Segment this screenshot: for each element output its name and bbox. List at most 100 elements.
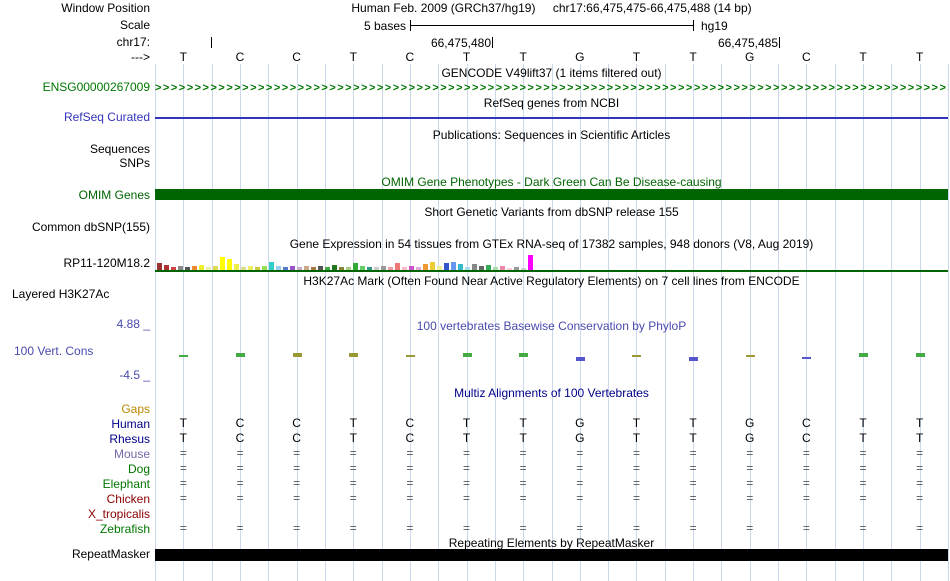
gtex-tissue-bar[interactable] xyxy=(171,267,176,271)
alignment-cell: T xyxy=(859,431,867,445)
conservation-label[interactable]: 100 Vert. Cons xyxy=(14,344,94,358)
gtex-tissue-bar[interactable] xyxy=(227,259,232,271)
gtex-tissue-bar[interactable] xyxy=(339,267,344,271)
gtex-tissue-bar[interactable] xyxy=(185,267,190,271)
gtex-tissue-bar[interactable] xyxy=(409,266,414,271)
gtex-tissue-bar[interactable] xyxy=(220,257,225,271)
h3k27ac-label[interactable]: Layered H3K27Ac xyxy=(12,287,110,301)
species-label[interactable]: Chicken xyxy=(106,491,150,506)
gtex-tissue-bar[interactable] xyxy=(157,263,162,271)
gtex-tissue-bar[interactable] xyxy=(388,267,393,271)
gtex-tissue-bar[interactable] xyxy=(479,266,484,271)
species-label[interactable]: X_tropicalis xyxy=(87,506,150,521)
multiz-alignment-rows[interactable]: Gaps Human T C C T C T T G T T G C T T Rhesus T C C T C T T G T T G… xyxy=(0,401,948,536)
gtex-expression-bars[interactable] xyxy=(157,253,533,271)
repeatmasker-label[interactable]: RepeatMasker xyxy=(71,547,150,561)
gtex-tissue-bar[interactable] xyxy=(283,267,288,271)
ruler-base: T xyxy=(915,50,924,64)
gtex-tissue-bar[interactable] xyxy=(500,266,505,271)
alignment-cell: = xyxy=(859,461,867,475)
gtex-tissue-bar[interactable] xyxy=(353,263,358,271)
omim-genes-label[interactable]: OMIM Genes xyxy=(78,188,150,202)
gtex-tissue-bar[interactable] xyxy=(241,267,246,271)
gtex-tissue-bar[interactable] xyxy=(423,264,428,271)
sequences-label[interactable]: Sequences xyxy=(89,142,150,156)
gtex-tissue-bar[interactable] xyxy=(528,255,533,271)
refseq-curated-line[interactable] xyxy=(155,117,948,119)
species-label[interactable]: Mouse xyxy=(113,446,150,461)
multiz-row-rhesus[interactable]: Rhesus T C C T C T T G T T G C T T xyxy=(0,431,948,446)
gtex-tissue-bar[interactable] xyxy=(199,265,204,271)
gtex-tissue-bar[interactable] xyxy=(395,263,400,271)
multiz-row-dog[interactable]: Dog = = = = = = = = = = = = = = xyxy=(0,461,948,476)
gtex-tissue-bar[interactable] xyxy=(248,266,253,271)
conservation-max-label: 4.88 _ xyxy=(116,317,150,331)
gtex-tissue-bar[interactable] xyxy=(318,266,323,271)
multiz-row-zebrafish[interactable]: Zebrafish = = = = = = = = = = = = = = xyxy=(0,521,948,536)
gtex-tissue-bar[interactable] xyxy=(332,265,337,271)
gtex-tissue-bar[interactable] xyxy=(234,264,239,271)
alignment-cell: T xyxy=(689,431,697,445)
gtex-gene-label[interactable]: RP11-120M18.2 xyxy=(63,256,151,270)
gtex-tissue-bar[interactable] xyxy=(437,266,442,271)
gtex-tissue-bar[interactable] xyxy=(381,266,386,271)
multiz-row-chicken[interactable]: Chicken = = = = = = = = = = = = = = xyxy=(0,491,948,506)
gtex-tissue-bar[interactable] xyxy=(192,266,197,271)
gtex-tissue-bar[interactable] xyxy=(486,265,491,271)
gtex-tissue-bar[interactable] xyxy=(507,268,512,271)
species-label[interactable]: Zebrafish xyxy=(99,521,150,536)
gtex-tissue-bar[interactable] xyxy=(346,267,351,271)
gencode-transcript-arrows[interactable]: >>>>>>>>>>>>>>>>>>>>>>>>>>>>>>>>>>>>>>>>… xyxy=(155,82,948,94)
gtex-tissue-bar[interactable] xyxy=(269,262,274,271)
multiz-row-elephant[interactable]: Elephant = = = = = = = = = = = = = = xyxy=(0,476,948,491)
gtex-tissue-bar[interactable] xyxy=(360,266,365,271)
phylop-track-title: 100 vertebrates Basewise Conservation by… xyxy=(416,319,687,333)
multiz-row-gaps[interactable]: Gaps xyxy=(0,401,948,416)
gtex-tissue-bar[interactable] xyxy=(255,267,260,271)
gencode-item-label[interactable]: ENSG00000267009 xyxy=(42,80,150,94)
gtex-tissue-bar[interactable] xyxy=(290,266,295,271)
snps-label[interactable]: SNPs xyxy=(119,156,150,170)
gtex-tissue-bar[interactable] xyxy=(325,267,330,271)
gtex-tissue-bar[interactable] xyxy=(206,267,211,271)
species-label[interactable]: Rhesus xyxy=(109,431,150,446)
multiz-row-x_tropicalis[interactable]: X_tropicalis xyxy=(0,506,948,521)
gtex-tissue-bar[interactable] xyxy=(164,265,169,271)
gtex-tissue-bar[interactable] xyxy=(430,262,435,271)
gtex-tissue-bar[interactable] xyxy=(451,262,456,271)
gtex-tissue-bar[interactable] xyxy=(374,267,379,271)
multiz-row-human[interactable]: Human T C C T C T T G T T G C T T xyxy=(0,416,948,431)
repeatmasker-bar[interactable] xyxy=(155,549,948,561)
gtex-tissue-bar[interactable] xyxy=(402,267,407,271)
omim-gene-bar[interactable] xyxy=(155,189,948,200)
species-label[interactable]: Dog xyxy=(127,461,150,476)
gtex-tissue-bar[interactable] xyxy=(416,267,421,271)
gtex-tissue-bar[interactable] xyxy=(311,267,316,271)
gtex-tissue-bar[interactable] xyxy=(465,267,470,271)
gtex-tissue-bar[interactable] xyxy=(514,267,519,271)
multiz-row-mouse[interactable]: Mouse = = = = = = = = = = = = = = xyxy=(0,446,948,461)
gtex-tissue-bar[interactable] xyxy=(297,267,302,271)
gtex-tissue-bar[interactable] xyxy=(276,266,281,271)
gtex-tissue-bar[interactable] xyxy=(367,267,372,271)
species-label[interactable]: Elephant xyxy=(102,476,150,491)
base-gridline xyxy=(919,64,921,581)
refseq-curated-label[interactable]: RefSeq Curated xyxy=(63,110,150,124)
species-label[interactable]: Human xyxy=(111,416,150,431)
gtex-tissue-bar[interactable] xyxy=(262,266,267,271)
gtex-tissue-bar[interactable] xyxy=(493,267,498,271)
species-label[interactable]: Gaps xyxy=(121,401,150,416)
gtex-tissue-bar[interactable] xyxy=(521,268,526,271)
gtex-tissue-bar[interactable] xyxy=(458,264,463,271)
gtex-tissue-bar[interactable] xyxy=(178,266,183,271)
gtex-tissue-bar[interactable] xyxy=(304,266,309,271)
ruler-base: T xyxy=(462,50,471,64)
alignment-cell: = xyxy=(802,446,810,460)
gtex-tissue-bar[interactable] xyxy=(444,263,449,271)
gtex-tissue-bar[interactable] xyxy=(213,266,218,271)
alignment-cell: T xyxy=(915,431,924,445)
gtex-tissue-bar[interactable] xyxy=(472,264,477,271)
dbsnp-label[interactable]: Common dbSNP(155) xyxy=(31,220,150,234)
alignment-cell: = xyxy=(802,521,810,535)
